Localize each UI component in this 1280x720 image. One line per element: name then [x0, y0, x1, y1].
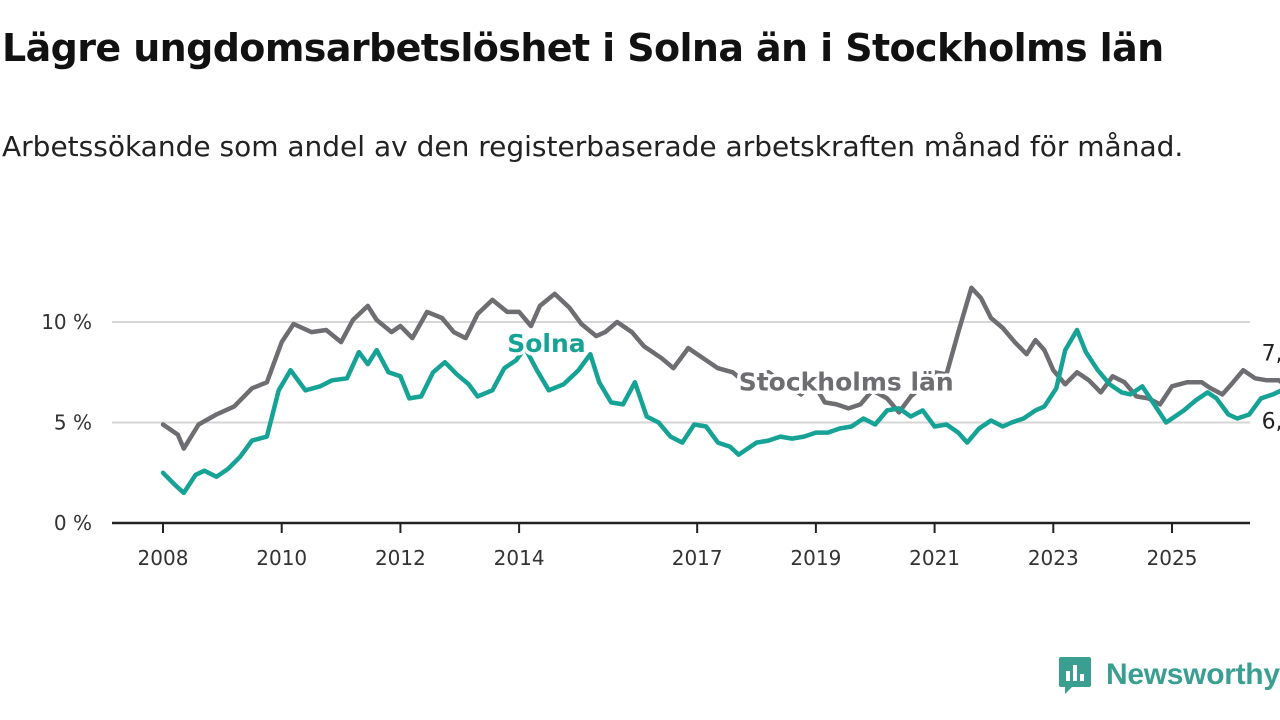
end-label-solna: 6,2 % — [1262, 409, 1280, 434]
end-label-stockholms-l-n: 7,3 % — [1262, 341, 1280, 366]
line-chart: 0 %5 %10 % 2008 2010 2012 2014 2017 2019 2021 2… — [41, 285, 1280, 570]
x-tick-label: 2012 — [375, 546, 426, 570]
brand-logo: Newsworthy — [1058, 654, 1280, 696]
y-axis-labels: 0 % 5 % 10 % — [41, 310, 92, 535]
end-markers: 7,3 % 6,2 % — [1259, 339, 1280, 437]
x-tick-label: 2021 — [909, 546, 960, 570]
y-tick-label: 0 % — [54, 511, 92, 535]
x-tick-label: 2010 — [256, 546, 307, 570]
x-tick-label: 2014 — [494, 546, 545, 570]
grid-lines — [112, 321, 1250, 424]
y-tick-label: 10 % — [41, 310, 92, 334]
series-line-stockholms-l-n — [160, 285, 1280, 451]
x-tick-label: 2019 — [790, 546, 841, 570]
series-lines — [160, 285, 1280, 496]
chart-subtitle: Arbetssökande som andel av den registerb… — [2, 130, 1184, 163]
series-label-stockholms-l-n: Stockholms län — [739, 367, 954, 396]
series-labels: Stockholms län Solna — [504, 326, 957, 400]
y-tick-label: 5 % — [54, 411, 92, 435]
brand-name: Newsworthy — [1106, 658, 1280, 691]
chart-title: Lägre ungdomsarbetslöshet i Solna än i S… — [2, 26, 1164, 70]
x-tick-label: 2025 — [1147, 546, 1198, 570]
x-tick-label: 2023 — [1028, 546, 1079, 570]
x-tick-label: 2017 — [672, 546, 723, 570]
series-line-solna — [160, 327, 1280, 496]
series-label-solna: Solna — [507, 329, 585, 358]
x-axis: 2008 2010 2012 2014 2017 2019 2021 2023 2025 — [112, 521, 1250, 570]
x-tick-label: 2008 — [138, 546, 189, 570]
newsworthy-logo-icon — [1059, 657, 1091, 694]
